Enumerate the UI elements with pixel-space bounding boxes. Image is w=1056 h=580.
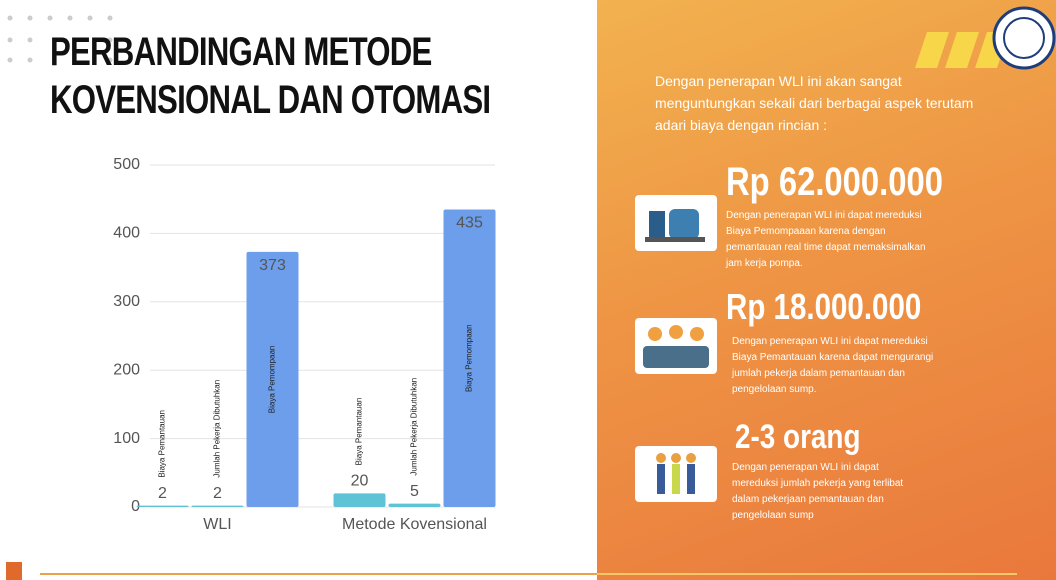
value-label: 435 — [456, 215, 483, 232]
bar — [246, 251, 299, 507]
value-label: 373 — [259, 257, 286, 274]
bar — [136, 505, 189, 507]
pump-icon — [635, 195, 717, 251]
y-tick-label: 400 — [113, 225, 140, 242]
y-tick-label: 200 — [113, 361, 140, 378]
chart: 0 100 200 300 400 500 WLI 2 Biaya Pemantauan 2 Jum… — [6, 15, 597, 580]
highlight-figure: 2-3 orang — [735, 418, 861, 456]
x-tick-label: WLI — [203, 516, 231, 533]
bar — [333, 493, 386, 507]
highlight-text: Dengan penerapan WLI ini dapat mereduksi… — [732, 336, 934, 395]
highlight-text: Dengan penerapan WLI ini dapat mereduksi… — [726, 210, 926, 269]
bar-series-label: Biaya Pemompaan — [465, 324, 474, 392]
footer-logo — [6, 562, 22, 580]
bar — [443, 209, 496, 507]
y-tick-label: 0 — [131, 498, 140, 515]
workers-icon — [635, 318, 717, 374]
x-tick-label: Metode Kovensional — [342, 516, 487, 533]
bar-series-label: Biaya Pemantauan — [355, 398, 364, 466]
highlight-figure: Rp 62.000.000 — [726, 160, 944, 204]
bar-series-label: Biaya Pemompaan — [268, 346, 277, 414]
y-tick-label: 100 — [113, 430, 140, 447]
bar-series-label: Biaya Pemantauan — [158, 410, 167, 478]
bar-series-label: Jumlah Pekerja Dibutuhkan — [410, 378, 419, 476]
decor — [597, 6, 1056, 575]
bar — [191, 505, 244, 507]
bar-series-label: Jumlah Pekerja Dibutuhkan — [213, 380, 222, 478]
highlight-figure: Rp 18.000.000 — [726, 286, 922, 327]
intro-text: Dengan penerapan WLI ini akan sangat men… — [655, 73, 974, 133]
value-label: 20 — [351, 473, 369, 490]
slide-title: PERBANDINGAN METODE — [50, 30, 432, 74]
slide-title: KOVENSIONAL DAN OTOMASI — [50, 78, 491, 122]
value-label: 2 — [158, 485, 167, 502]
highlight-text: Dengan penerapan WLI ini dapat mereduksi… — [732, 462, 904, 521]
people-icon — [635, 446, 717, 502]
bar — [388, 503, 441, 507]
y-tick-label: 300 — [113, 293, 140, 310]
dot-grid — [7, 15, 113, 63]
value-label: 2 — [213, 485, 222, 502]
value-label: 5 — [410, 483, 419, 500]
y-tick-label: 500 — [113, 156, 140, 173]
